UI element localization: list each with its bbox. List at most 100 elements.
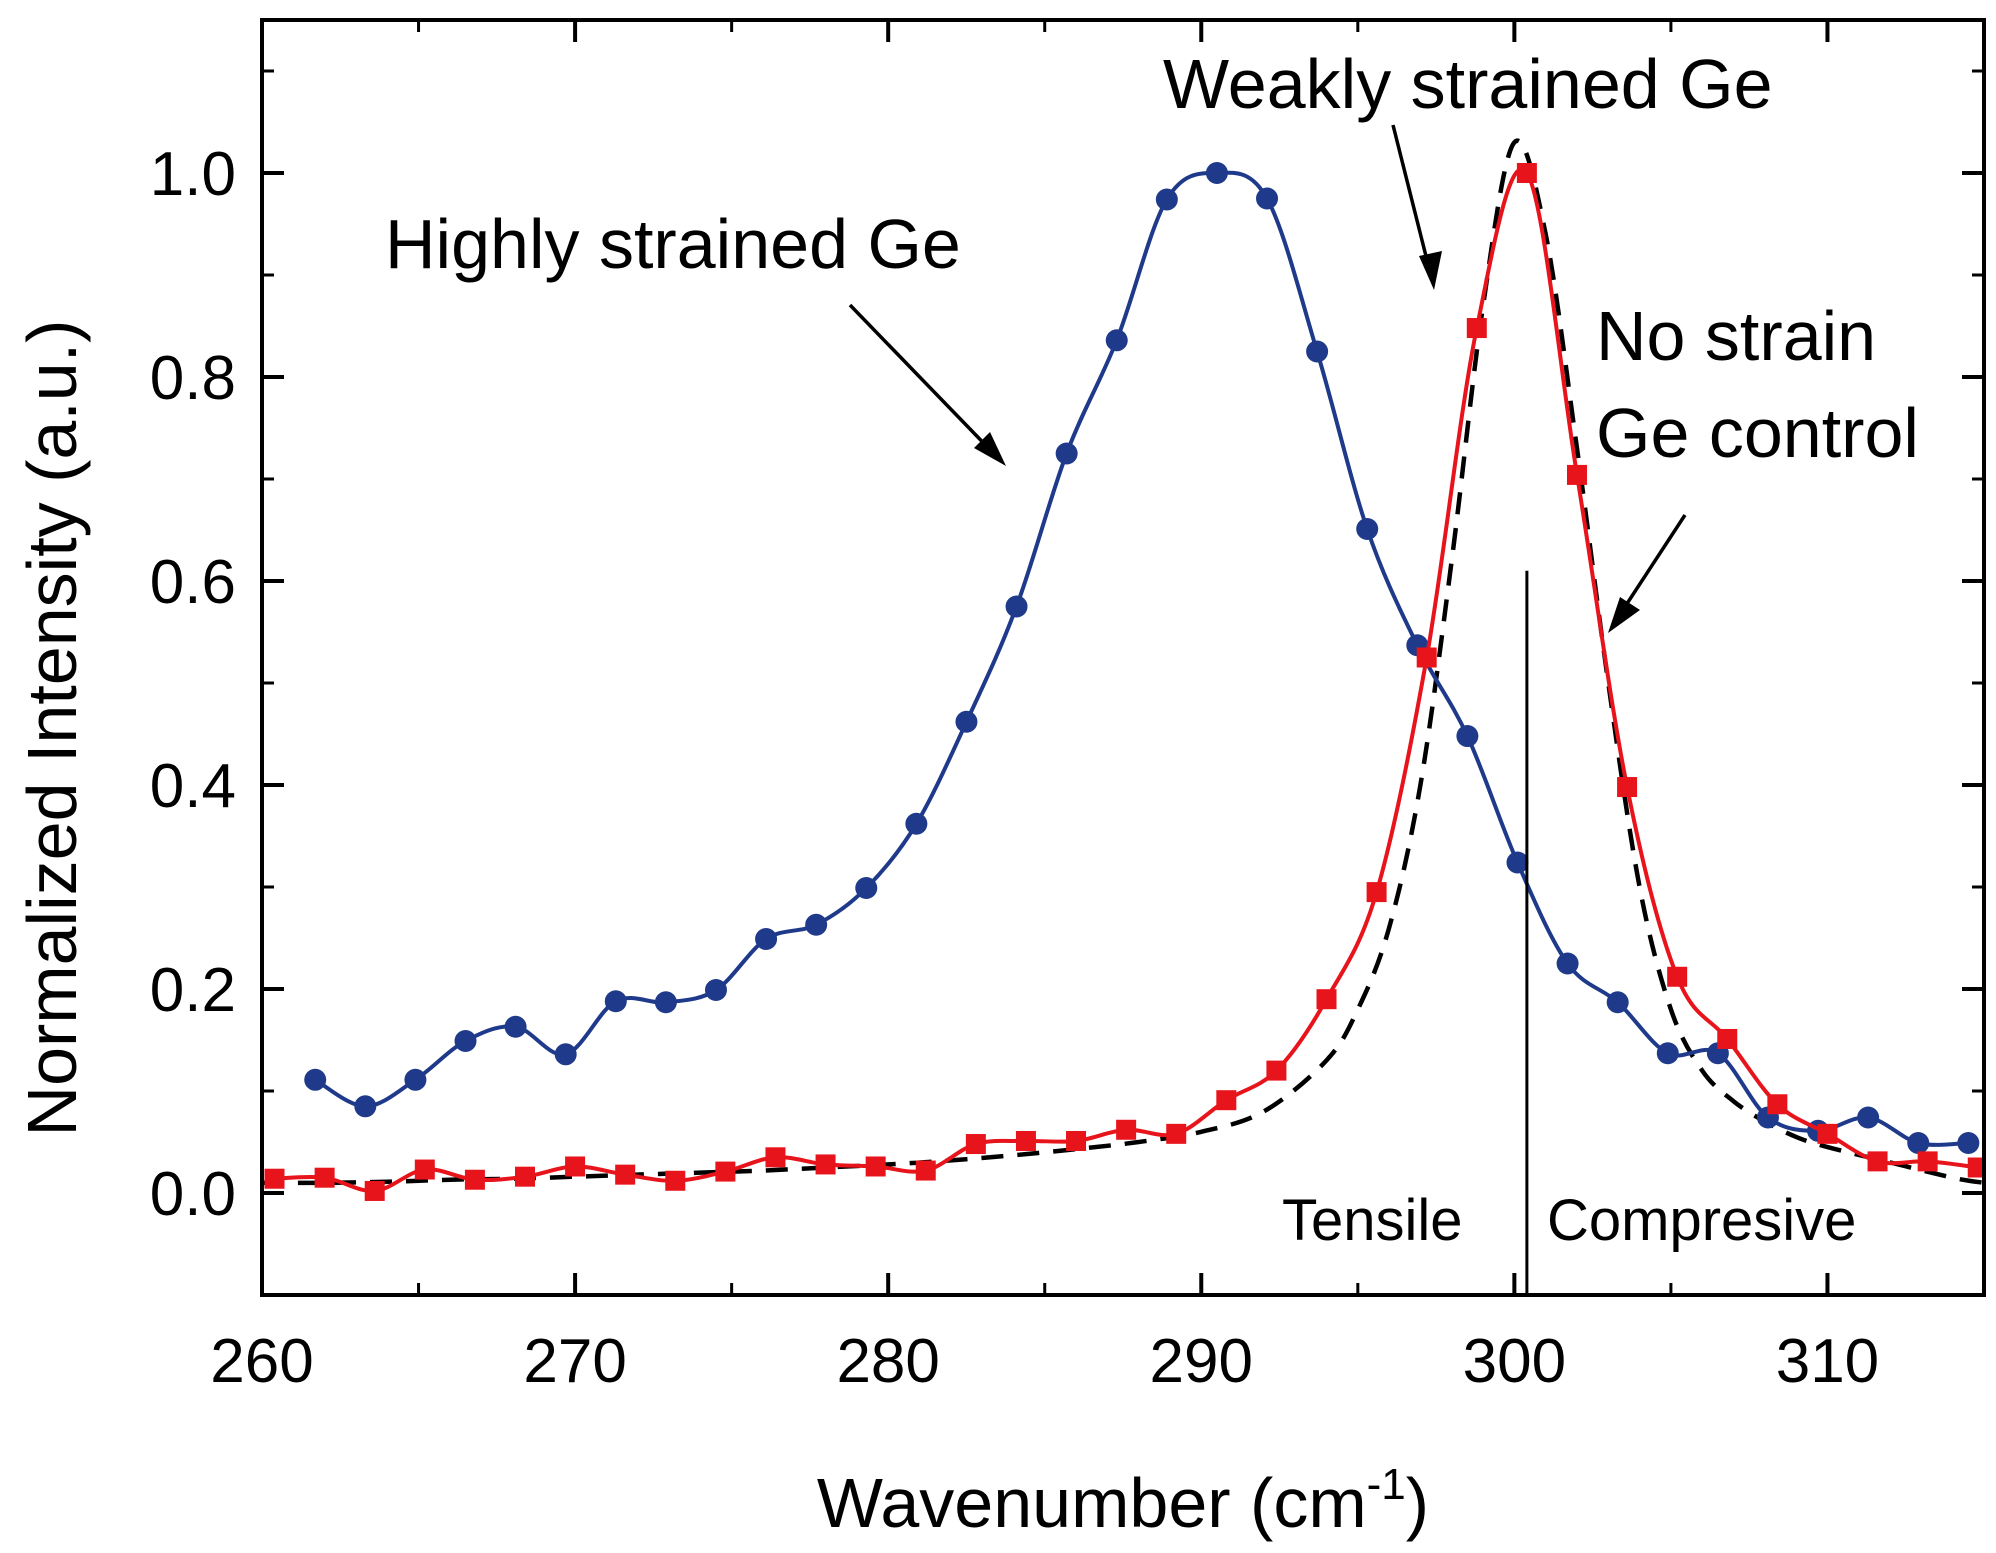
data-point <box>1907 1132 1930 1155</box>
data-point <box>1857 1106 1880 1129</box>
data-point <box>855 877 878 900</box>
data-point <box>514 1166 535 1187</box>
data-point <box>715 1161 736 1182</box>
annotation-no-strain: No strain <box>1596 297 1876 375</box>
data-point <box>354 1095 377 1118</box>
arrow-head-no-strain <box>1608 597 1640 633</box>
data-point <box>965 1134 986 1155</box>
data-point <box>565 1156 586 1177</box>
data-point <box>1957 1132 1980 1155</box>
y-tick-label: 0.8 <box>150 344 236 413</box>
data-point <box>504 1015 527 1038</box>
data-point <box>1456 725 1479 748</box>
data-point <box>1005 595 1028 618</box>
y-tick-label: 0.2 <box>150 956 236 1025</box>
data-point <box>454 1030 477 1053</box>
data-point <box>1967 1157 1984 1178</box>
data-point <box>1356 517 1379 540</box>
y-axis-title: Normalized Intensity (a.u.) <box>13 320 91 1137</box>
data-point <box>1216 1090 1237 1111</box>
data-point <box>654 991 677 1014</box>
data-point <box>1656 1042 1679 1065</box>
data-point <box>1617 777 1638 798</box>
annotation-highly-strained: Highly strained Ge <box>385 205 961 283</box>
plot-frame <box>260 18 1986 1297</box>
data-point <box>1817 1123 1838 1144</box>
region-label-tensile: Tensile <box>1282 1188 1463 1253</box>
arrow-weakly-strained <box>1391 124 1434 281</box>
x-axis-title-main: Wavenumber (cm <box>817 1464 1367 1542</box>
data-point <box>815 1154 836 1175</box>
data-point <box>1516 163 1537 183</box>
data-point <box>264 1168 285 1189</box>
data-point <box>554 1043 577 1066</box>
data-point <box>1205 162 1228 184</box>
data-point <box>1256 187 1279 210</box>
data-point <box>1506 851 1529 874</box>
y-tick-label: 0.6 <box>150 548 236 617</box>
data-point <box>955 710 978 733</box>
data-point <box>364 1180 385 1201</box>
y-tick-label: 0.4 <box>150 752 236 821</box>
data-point <box>304 1068 327 1091</box>
arrow-head-weakly-strained <box>1419 251 1442 290</box>
x-tick-label: 310 <box>1776 1327 1879 1396</box>
data-point <box>1155 188 1178 211</box>
data-point <box>1116 1119 1137 1140</box>
annotation-weakly-strained: Weakly strained Ge <box>1163 45 1773 123</box>
data-point <box>905 812 928 835</box>
data-point <box>404 1068 427 1091</box>
data-point <box>1606 991 1629 1014</box>
series-highly-strained-ge <box>304 162 1980 1155</box>
series-line-no-strain-ge-control <box>262 138 1984 1186</box>
series-weakly-strained-ge <box>264 163 1984 1201</box>
data-point <box>1015 1130 1036 1151</box>
x-axis-title: Wavenumber (cm-1) <box>817 1460 1429 1542</box>
data-point <box>1466 318 1487 339</box>
data-point <box>805 913 828 936</box>
x-axis-title-superscript: -1 <box>1367 1460 1406 1509</box>
data-point <box>665 1170 686 1191</box>
data-point <box>1366 882 1387 903</box>
arrow-highly-strained <box>848 303 1002 462</box>
data-point <box>1717 1028 1738 1049</box>
data-point <box>1667 966 1688 987</box>
data-point <box>1306 340 1329 363</box>
data-point <box>1316 989 1337 1010</box>
data-point <box>1166 1123 1187 1144</box>
data-point <box>1066 1130 1087 1151</box>
x-tick-label: 300 <box>1463 1327 1566 1396</box>
annotation-ge-control: Ge control <box>1596 394 1919 472</box>
data-point <box>1566 464 1587 485</box>
series-layer <box>262 138 1984 1201</box>
data-point <box>615 1164 636 1185</box>
data-point <box>915 1160 936 1181</box>
data-point <box>1416 647 1437 668</box>
data-point <box>1105 329 1128 352</box>
data-point <box>1917 1151 1938 1172</box>
y-tick-label: 1.0 <box>150 140 236 209</box>
data-point <box>865 1156 886 1177</box>
data-point <box>1556 952 1579 975</box>
series-no-strain-ge-control <box>262 138 1984 1186</box>
data-point <box>755 928 778 951</box>
region-label-compressive: Compresive <box>1547 1188 1856 1253</box>
data-point <box>314 1167 335 1188</box>
x-tick-label: 260 <box>210 1327 313 1396</box>
data-point <box>765 1147 786 1168</box>
x-tick-label: 270 <box>523 1327 626 1396</box>
arrow-head-highly-strained <box>974 432 1006 466</box>
x-tick-label: 280 <box>836 1327 939 1396</box>
x-axis-title-suffix: ) <box>1406 1464 1429 1542</box>
annotation-arrows <box>848 124 1687 633</box>
data-point <box>1055 442 1078 465</box>
data-point <box>1767 1094 1788 1115</box>
axis-ticks: 260 270 280 290 300 310 0.0 0.2 0.4 0.6 0.8 1.0 <box>150 20 1984 1396</box>
x-tick-label: 290 <box>1150 1327 1253 1396</box>
data-point <box>604 990 627 1013</box>
data-point <box>1266 1060 1287 1081</box>
data-point <box>704 979 727 1002</box>
data-point <box>414 1159 435 1180</box>
y-tick-label: 0.0 <box>150 1160 236 1229</box>
